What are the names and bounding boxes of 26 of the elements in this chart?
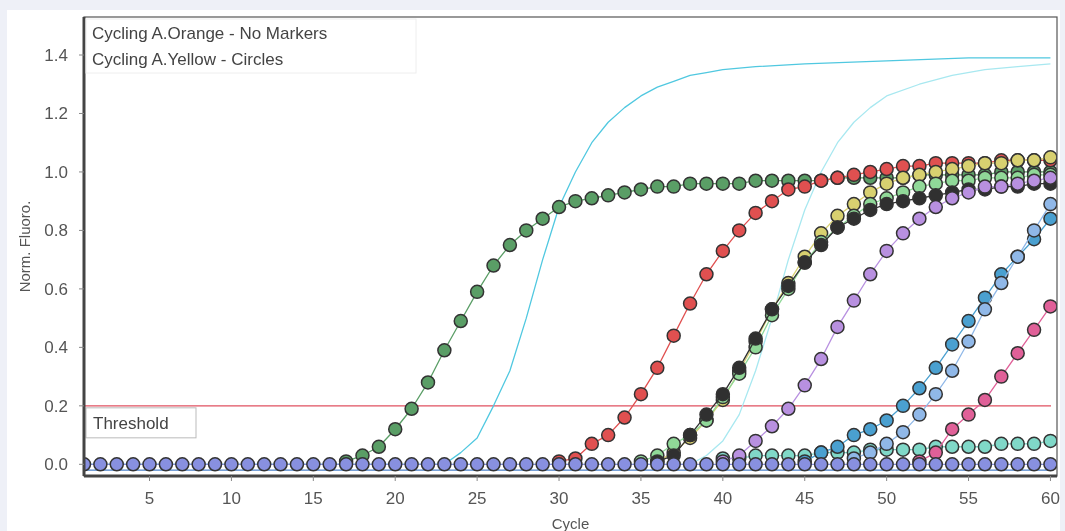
- x-tick-label: 15: [303, 489, 323, 508]
- y-tick-label: 0.0: [44, 455, 68, 475]
- legend-box: Cycling A.Orange - No Markers Cycling A.Yellow - Circles: [85, 18, 417, 74]
- ref-line-label: Threshold: [93, 413, 169, 433]
- x-tick-label: 30: [549, 489, 569, 508]
- y-axis-title: Norm. Fluoro.: [16, 200, 33, 293]
- x-tick-label: 60: [1040, 489, 1060, 508]
- x-tick-label: 45: [795, 489, 815, 508]
- annotation: Cycling A.Yellow - Circles: [92, 50, 284, 69]
- x-tick-label: 20: [385, 489, 405, 508]
- x-tick-label: 50: [877, 489, 897, 508]
- x-tick-label: 55: [959, 489, 979, 508]
- x-tick-label: 40: [713, 489, 733, 508]
- y-tick-label: 1.0: [44, 162, 68, 182]
- y-tick-label: 0.6: [44, 279, 68, 299]
- y-tick-label: 0.2: [44, 396, 68, 416]
- x-tick-label: 35: [631, 489, 651, 508]
- x-tick-label: 5: [144, 489, 155, 508]
- y-tick-label: 0.8: [44, 221, 68, 241]
- y-tick-label: 0.4: [44, 338, 68, 358]
- x-tick-label: 25: [467, 489, 487, 508]
- y-tick-label: 1.2: [44, 104, 68, 124]
- annotation: Cycling A.Orange - No Markers: [92, 24, 328, 43]
- label-box: Threshold: [85, 407, 197, 439]
- y-tick-label: 1.4: [44, 46, 68, 66]
- x-tick-label: 10: [221, 489, 241, 508]
